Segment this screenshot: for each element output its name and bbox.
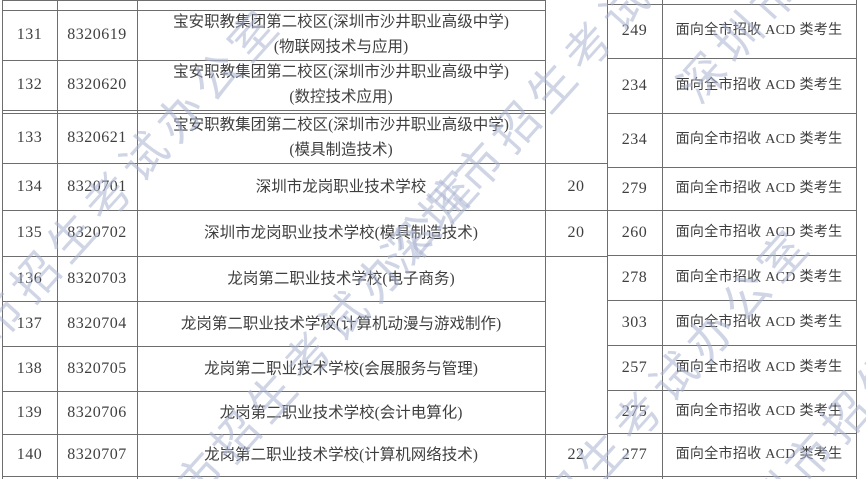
grid-line-horizontal xyxy=(607,255,856,256)
school-name-cell: 龙岗第二职业技术学校(会计电算化) xyxy=(219,403,463,421)
remark-cell: 面向全市招收 ACD 类考生 xyxy=(675,23,843,38)
school-code-cell: 8320619 xyxy=(67,26,127,43)
score-cell: 278 xyxy=(621,268,648,286)
grid-line-horizontal xyxy=(2,110,545,111)
grid-line-horizontal xyxy=(2,256,607,257)
remark-cell: 面向全市招收 ACD 类考生 xyxy=(675,403,843,419)
grid-line-horizontal xyxy=(2,113,545,114)
remark-cell: 面向全市招收 ACD 类考生 xyxy=(675,269,843,285)
row-number-cell: 133 xyxy=(16,129,43,146)
row-number-cell: 131 xyxy=(16,26,43,43)
grid-line-horizontal xyxy=(2,210,607,211)
grid-line-horizontal xyxy=(607,113,856,114)
grid-line-horizontal xyxy=(607,345,856,346)
grid-line-horizontal xyxy=(2,476,607,477)
grid-line-horizontal xyxy=(607,390,856,391)
row-number-cell: 132 xyxy=(16,76,43,93)
score-cell: 249 xyxy=(621,22,648,39)
row-number-cell: 139 xyxy=(16,403,43,421)
school-name-line2: (物联网技术与应用) xyxy=(273,38,409,56)
grid-line-horizontal xyxy=(607,476,856,477)
row-number-cell: 135 xyxy=(16,224,43,241)
grid-line-horizontal xyxy=(607,210,856,211)
remark-cell: 面向全市招收 ACD 类考生 xyxy=(675,132,843,147)
row-number-cell: 138 xyxy=(16,359,43,377)
grid-line-vertical xyxy=(856,0,857,479)
score-cell: 257 xyxy=(621,358,648,376)
score-cell: 279 xyxy=(621,179,648,197)
school-code-cell: 8320704 xyxy=(67,314,127,332)
score-cell: 260 xyxy=(621,223,648,241)
school-code-cell: 8320702 xyxy=(67,224,127,241)
grid-line-horizontal xyxy=(2,60,545,61)
school-name-cell: 深圳市龙岗职业技术学校 xyxy=(255,177,427,195)
grid-line-vertical xyxy=(57,0,58,479)
score-cell: 303 xyxy=(621,313,648,331)
grid-line-vertical xyxy=(2,0,3,479)
school-code-cell: 8320705 xyxy=(67,359,127,377)
school-name-cell: 龙岗第二职业技术学校(计算机网络技术) xyxy=(204,446,478,464)
grid-line-horizontal xyxy=(2,346,545,347)
row-number-cell: 140 xyxy=(16,446,43,463)
grid-line-horizontal xyxy=(607,58,856,59)
row-number-cell: 134 xyxy=(16,177,43,195)
grid-line-vertical xyxy=(545,0,546,479)
remark-cell: 面向全市招收 ACD 类考生 xyxy=(675,359,843,375)
grid-line-horizontal xyxy=(2,391,545,392)
remark-cell: 面向全市招收 ACD 类考生 xyxy=(675,314,843,330)
school-code-cell: 8320706 xyxy=(67,403,127,421)
grid-line-vertical xyxy=(607,0,608,479)
score-cell: 234 xyxy=(621,131,648,148)
school-code-cell: 8320620 xyxy=(67,76,127,93)
remark-cell: 面向全市招收 ACD 类考生 xyxy=(675,224,843,240)
grid-line-horizontal xyxy=(2,434,607,435)
school-name-cell: 龙岗第二职业技术学校(计算机动漫与游戏制作) xyxy=(180,314,502,332)
grid-line-vertical xyxy=(662,0,663,479)
school-name-line1: 宝安职教集团第二校区(深圳市沙井职业高级中学) xyxy=(173,116,509,134)
school-name-line2: (数控技术应用) xyxy=(289,88,393,106)
plan-count-cell: 20 xyxy=(567,177,585,195)
score-cell: 275 xyxy=(621,402,648,420)
grid-line-vertical xyxy=(137,0,138,479)
school-name-line1: 宝安职教集团第二校区(深圳市沙井职业高级中学) xyxy=(173,63,509,81)
grid-line-horizontal xyxy=(607,167,856,168)
grid-line-horizontal xyxy=(2,163,607,164)
school-name-line1: 宝安职教集团第二校区(深圳市沙井职业高级中学) xyxy=(173,13,509,31)
score-cell: 234 xyxy=(621,76,648,94)
school-code-cell: 8320707 xyxy=(67,446,127,463)
row-number-cell: 137 xyxy=(16,314,43,332)
plan-count-cell: 22 xyxy=(567,446,585,463)
score-cell: 277 xyxy=(621,445,648,463)
grid-line-horizontal xyxy=(2,301,545,302)
school-code-cell: 8320621 xyxy=(67,129,127,146)
school-name-cell: 深圳市龙岗职业技术学校(模具制造技术) xyxy=(204,224,478,242)
grid-line-horizontal xyxy=(607,433,856,434)
grid-line-horizontal xyxy=(607,4,856,5)
grid-line-horizontal xyxy=(607,300,856,301)
school-code-cell: 8320701 xyxy=(67,177,127,195)
school-code-cell: 8320703 xyxy=(67,269,127,287)
school-name-line2: (模具制造技术) xyxy=(289,141,393,159)
grid-line-horizontal xyxy=(2,0,545,1)
grid-line-horizontal xyxy=(2,10,545,11)
remark-cell: 面向全市招收 ACD 类考生 xyxy=(675,77,843,93)
row-number-cell: 136 xyxy=(16,269,43,287)
remark-cell: 面向全市招收 ACD 类考生 xyxy=(675,446,843,462)
school-name-cell: 龙岗第二职业技术学校(会展服务与管理) xyxy=(204,359,478,377)
plan-count-cell: 20 xyxy=(567,224,585,241)
remark-cell: 面向全市招收 ACD 类考生 xyxy=(675,180,843,196)
school-name-cell: 龙岗第二职业技术学校(电子商务) xyxy=(227,269,455,287)
